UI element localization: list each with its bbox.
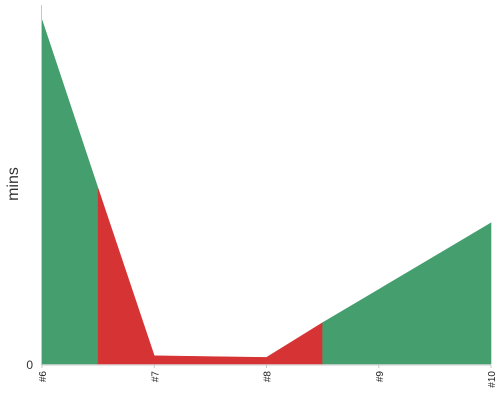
area-segments: [41, 19, 492, 365]
y-axis-ticks: 0: [26, 358, 33, 372]
y-tick-label: 0: [26, 358, 33, 372]
x-tick-label: #6: [38, 371, 49, 383]
area-segment-1: [41, 19, 99, 365]
x-axis-ticks: #6 #7 #8 #9 #10: [38, 365, 498, 388]
y-axis-title: mins: [5, 167, 22, 201]
x-tick-label: #8: [263, 371, 274, 383]
area-segment-5: [322, 222, 492, 365]
area-segment-3: [153, 355, 267, 365]
x-tick-label: #9: [375, 371, 386, 383]
x-tick-label: #7: [150, 371, 161, 383]
x-tick-label: #10: [487, 371, 498, 388]
area-segment-4: [266, 322, 323, 365]
area-segment-2: [97, 188, 155, 365]
